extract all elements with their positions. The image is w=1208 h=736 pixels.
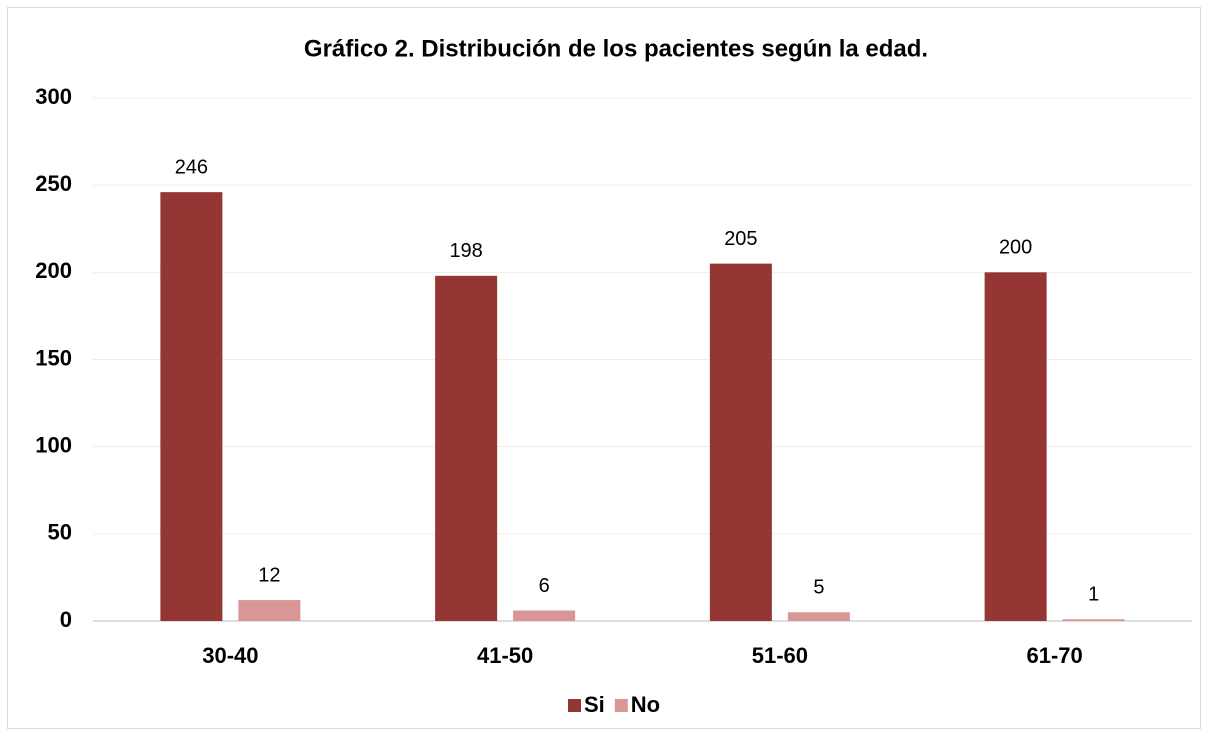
data-label: 5 [813, 577, 824, 599]
x-tick-label: 30-40 [202, 643, 258, 668]
data-label: 246 [175, 156, 208, 178]
y-tick-label: 250 [35, 171, 72, 196]
y-tick-label: 200 [35, 258, 72, 283]
x-tick-label: 61-70 [1026, 643, 1082, 668]
y-tick-label: 50 [48, 520, 72, 545]
bar [1062, 619, 1125, 621]
bar [160, 192, 223, 621]
legend-swatch [614, 699, 628, 712]
legend-label: Si [584, 692, 605, 717]
y-tick-label: 150 [35, 345, 72, 370]
data-label: 200 [999, 237, 1032, 259]
bar [513, 610, 576, 621]
data-label: 6 [539, 575, 550, 597]
x-tick-label: 51-60 [752, 643, 808, 668]
legend-swatch [568, 699, 581, 712]
bar [238, 600, 301, 621]
bar [709, 263, 772, 621]
y-tick-label: 0 [60, 607, 72, 632]
bar [984, 272, 1047, 621]
data-label: 205 [724, 228, 757, 250]
data-label: 1 [1088, 584, 1099, 606]
bar [435, 275, 498, 621]
data-label: 12 [258, 564, 280, 586]
y-tick-label: 100 [35, 432, 72, 457]
legend-label: No [631, 692, 660, 717]
data-label: 198 [449, 240, 482, 262]
x-tick-label: 41-50 [477, 643, 533, 668]
chart-title: Gráfico 2. Distribución de los pacientes… [304, 35, 928, 62]
y-tick-label: 300 [35, 84, 72, 109]
bar [787, 612, 850, 621]
